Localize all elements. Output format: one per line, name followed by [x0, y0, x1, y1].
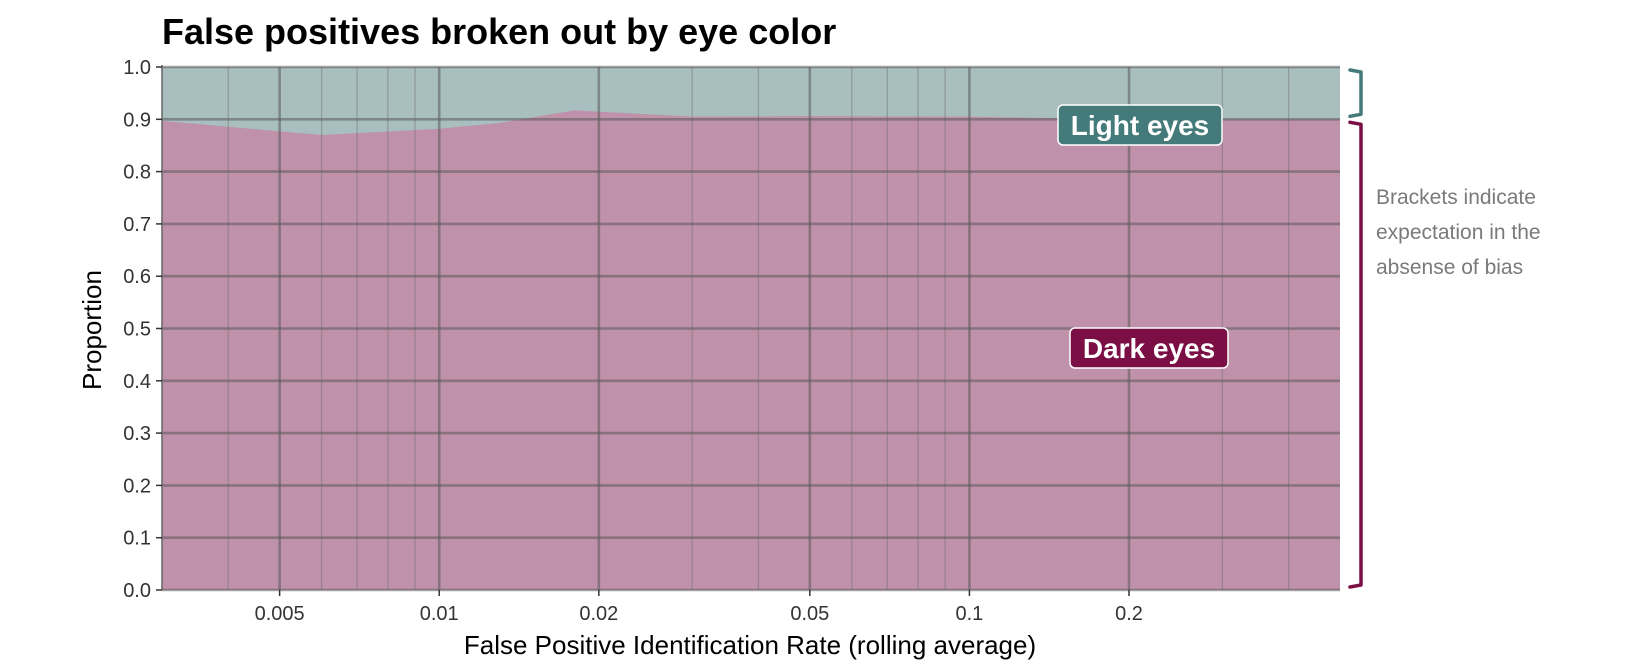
label-text: Light eyes — [1071, 110, 1209, 141]
label-box — [1069, 327, 1229, 369]
label-box — [1057, 104, 1223, 146]
annotation: Brackets indicate expectation in the abs… — [1376, 186, 1546, 279]
x-tick-label: 0.1 — [956, 603, 984, 625]
y-tick-label: 0.4 — [123, 371, 151, 393]
y-tick-label: 0.1 — [123, 528, 151, 550]
label-text: Dark eyes — [1083, 333, 1215, 364]
label-dark-eyes: Dark eyes — [1069, 327, 1229, 369]
brackets — [1348, 68, 1363, 589]
annotation-line-2: expectation in the — [1376, 221, 1541, 244]
y-tick-label: 0.0 — [123, 580, 151, 602]
bracket-dark-eyes — [1348, 120, 1363, 589]
y-tick-label: 0.9 — [123, 109, 151, 131]
series-labels: Light eyes Dark eyes — [1057, 104, 1229, 369]
x-axis: 0.005 0.01 0.02 0.05 0.1 0.2 — [255, 590, 1143, 625]
annotation-line-1: Brackets indicate — [1376, 186, 1536, 209]
y-tick-label: 1.0 — [123, 57, 151, 79]
x-tick-label: 0.01 — [420, 603, 459, 625]
area-dark-eyes — [162, 110, 1340, 590]
x-tick-label: 0.005 — [255, 603, 305, 625]
x-axis-title: False Positive Identification Rate (roll… — [464, 630, 1036, 660]
y-tick-label: 0.8 — [123, 162, 151, 184]
chart-title: False positives broken out by eye color — [162, 11, 836, 52]
bracket-light-eyes — [1348, 68, 1363, 119]
x-tick-label: 0.02 — [579, 603, 618, 625]
y-tick-label: 0.3 — [123, 423, 151, 445]
label-light-eyes: Light eyes — [1057, 104, 1223, 146]
plot-area — [161, 65, 1340, 592]
y-axis: 0.0 0.1 0.2 0.3 0.4 0.5 0.6 0.7 0.8 0.9 1.0 — [123, 57, 162, 602]
x-tick-label: 0.05 — [790, 603, 829, 625]
annotation-line-3: absense of bias — [1376, 256, 1523, 279]
y-tick-label: 0.5 — [123, 319, 151, 341]
y-axis-title: Proportion — [77, 270, 107, 390]
y-tick-label: 0.2 — [123, 475, 151, 497]
y-tick-label: 0.7 — [123, 214, 151, 236]
x-tick-label: 0.2 — [1115, 603, 1143, 625]
y-tick-label: 0.6 — [123, 266, 151, 288]
